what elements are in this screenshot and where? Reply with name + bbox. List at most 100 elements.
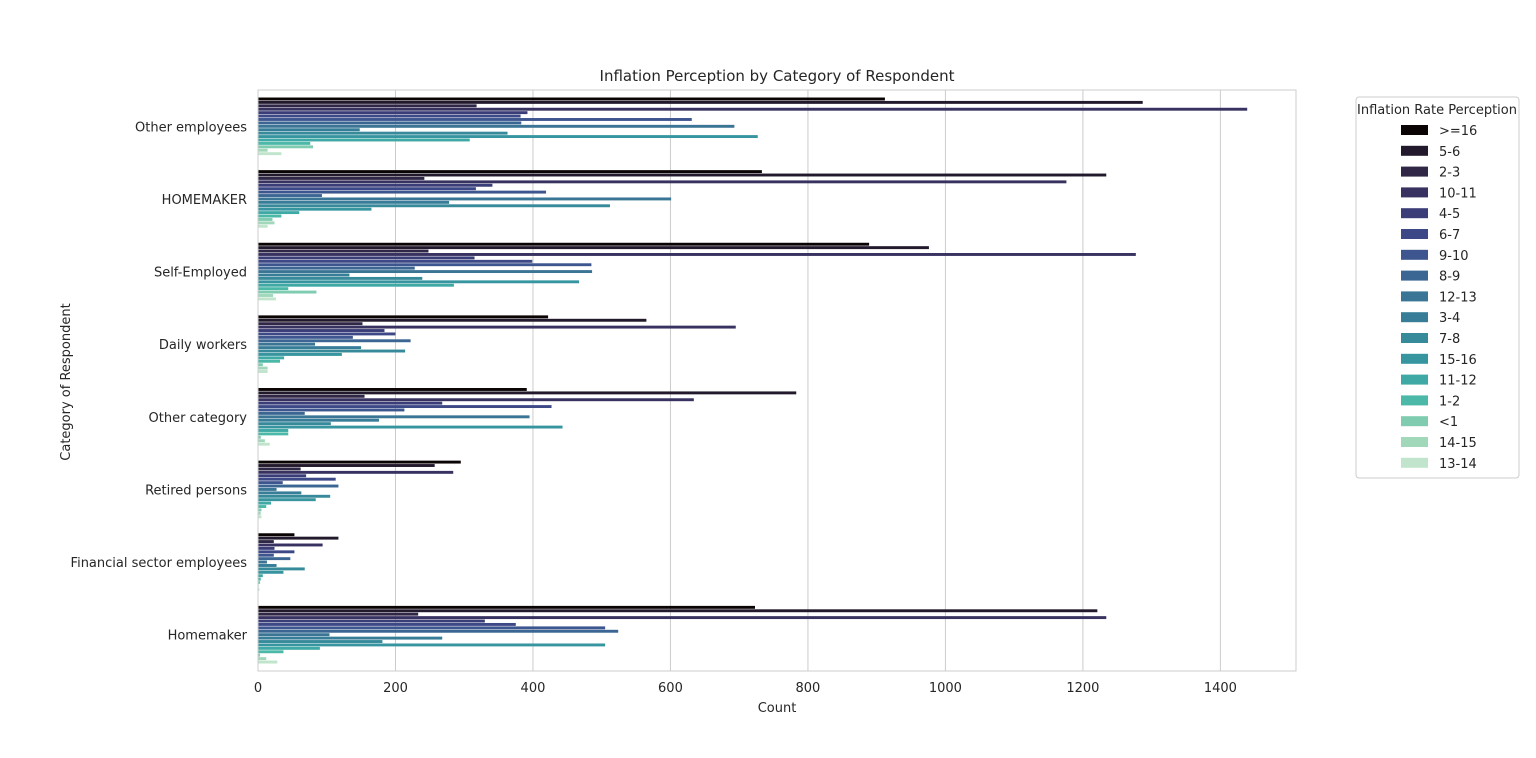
- bar: [258, 335, 353, 339]
- legend-label: 13-14: [1439, 457, 1477, 472]
- bar: [258, 270, 593, 274]
- y-tick-label: Homemaker: [168, 629, 248, 644]
- bar: [258, 515, 262, 519]
- bar: [258, 640, 383, 643]
- legend-label: 2-3: [1439, 166, 1460, 181]
- bar: [258, 435, 261, 439]
- bar: [258, 494, 331, 498]
- bar: [258, 124, 735, 128]
- bar: [258, 148, 268, 152]
- bar: [258, 111, 528, 115]
- x-tick-label: 0: [254, 681, 262, 696]
- bar: [258, 290, 317, 294]
- bar: [258, 121, 522, 125]
- bar: [258, 474, 307, 478]
- bar: [258, 470, 454, 474]
- bar: [258, 460, 461, 464]
- bar: [258, 242, 870, 246]
- bar: [258, 570, 284, 574]
- bar: [258, 550, 295, 554]
- bar: [258, 605, 756, 609]
- legend-swatch: [1401, 333, 1428, 343]
- bar: [258, 540, 274, 544]
- legend-frame: [1355, 96, 1520, 479]
- bar: [258, 564, 277, 567]
- bar: [258, 325, 736, 329]
- bar: [258, 370, 268, 373]
- bar: [258, 297, 276, 301]
- bar: [258, 415, 530, 419]
- bar: [258, 536, 339, 540]
- bar: [258, 97, 885, 101]
- legend-swatch: [1401, 416, 1428, 427]
- x-tick-label: 1400: [1204, 681, 1237, 696]
- bar: [258, 128, 360, 132]
- legend-swatch: [1401, 229, 1428, 239]
- bar: [258, 266, 415, 270]
- bar: [258, 194, 322, 197]
- bar: [258, 557, 291, 561]
- bar: [258, 422, 331, 426]
- bar: [258, 429, 289, 432]
- legend-swatch: [1401, 166, 1428, 177]
- legend-label: 7-8: [1439, 332, 1460, 347]
- bar: [258, 612, 419, 616]
- bar: [258, 660, 278, 664]
- bar: [258, 629, 619, 633]
- bar: [258, 439, 265, 443]
- legend-swatch: [1401, 312, 1428, 323]
- legend-label: 14-15: [1439, 436, 1477, 451]
- bar: [258, 616, 1107, 620]
- bar: [258, 352, 342, 356]
- bar: [258, 180, 1067, 184]
- legend: Inflation Rate Perception >=16 5-6 2-3 10-1…: [1355, 96, 1520, 479]
- bar: [258, 107, 1248, 111]
- y-axis-label: Category of Respondent: [59, 303, 74, 460]
- bar: [258, 332, 396, 336]
- bar: [258, 294, 274, 297]
- bar: [258, 388, 527, 391]
- legend-swatch: [1401, 395, 1428, 406]
- bar: [258, 587, 260, 591]
- y-tick-label: Daily workers: [159, 338, 247, 353]
- bar: [258, 118, 692, 121]
- bar: [258, 633, 330, 637]
- bar: [258, 553, 274, 557]
- bar: [258, 543, 323, 547]
- bar: [258, 533, 295, 537]
- bar: [258, 577, 261, 581]
- legend-swatch: [1401, 374, 1428, 385]
- bar: [258, 567, 305, 571]
- bar: [258, 315, 549, 319]
- bar: [258, 653, 261, 657]
- x-tick-label: 1200: [1066, 681, 1099, 696]
- bar: [258, 405, 552, 409]
- bar: [258, 339, 411, 343]
- bar: [258, 346, 362, 350]
- legend-label: 15-16: [1439, 353, 1477, 368]
- bar: [258, 622, 516, 626]
- bar: [258, 366, 268, 370]
- bar: [258, 464, 435, 467]
- legend-label: 10-11: [1439, 186, 1477, 201]
- chart-title: Inflation Perception by Category of Resp…: [600, 67, 955, 85]
- legend-label: 12-13: [1439, 290, 1477, 305]
- legend-label: 1-2: [1439, 394, 1460, 409]
- bar: [258, 487, 277, 491]
- legend-swatch: [1401, 353, 1428, 364]
- bar: [258, 408, 405, 412]
- bar: [258, 104, 477, 108]
- x-tick-label: 600: [658, 681, 683, 696]
- legend-swatch: [1401, 208, 1428, 219]
- bar: [258, 197, 672, 201]
- bar: [258, 200, 450, 204]
- bar: [258, 152, 282, 156]
- bar: [258, 253, 1136, 256]
- x-tick-label: 1000: [929, 681, 962, 696]
- bar: [258, 609, 1098, 613]
- bar: [258, 574, 263, 578]
- bar: [258, 349, 406, 353]
- legend-label: >=16: [1439, 124, 1477, 139]
- bar: [258, 183, 493, 187]
